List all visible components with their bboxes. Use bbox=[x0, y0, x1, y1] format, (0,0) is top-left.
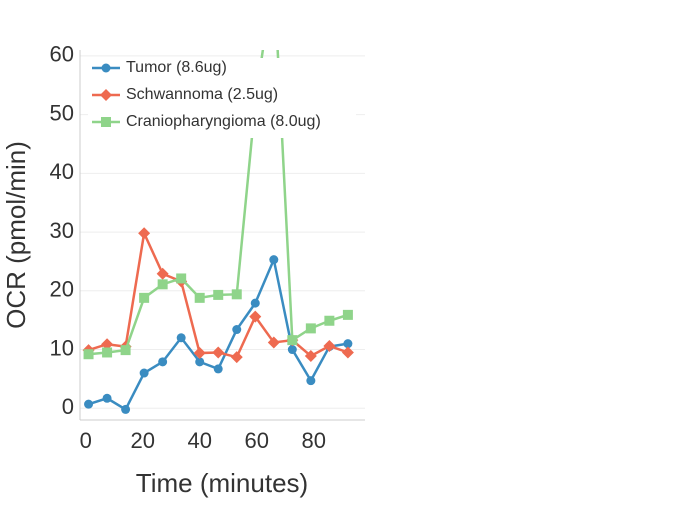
marker bbox=[101, 117, 111, 127]
marker bbox=[213, 289, 224, 300]
marker bbox=[250, 298, 260, 308]
marker bbox=[139, 292, 150, 303]
y-tick-label: 50 bbox=[50, 100, 74, 125]
marker bbox=[102, 347, 113, 358]
x-tick-label: 20 bbox=[130, 428, 154, 453]
y-tick-label: 0 bbox=[62, 394, 74, 419]
marker bbox=[176, 333, 186, 343]
marker bbox=[269, 255, 279, 265]
marker bbox=[212, 346, 225, 359]
marker bbox=[157, 279, 168, 290]
y-tick-label: 30 bbox=[50, 218, 74, 243]
marker bbox=[193, 347, 206, 360]
marker bbox=[287, 345, 297, 355]
x-tick-label: 40 bbox=[187, 428, 211, 453]
marker bbox=[100, 89, 112, 101]
series-line bbox=[88, 50, 349, 356]
marker bbox=[306, 376, 316, 386]
marker bbox=[343, 339, 353, 349]
x-tick-label: 0 bbox=[80, 428, 92, 453]
marker bbox=[267, 336, 280, 349]
marker bbox=[213, 364, 223, 374]
marker bbox=[324, 315, 335, 326]
marker bbox=[102, 393, 112, 403]
marker bbox=[341, 346, 354, 359]
x-axis-title: Time (minutes) bbox=[136, 468, 308, 498]
marker bbox=[101, 63, 111, 73]
y-tick-label: 20 bbox=[50, 277, 74, 302]
marker bbox=[231, 289, 242, 300]
marker bbox=[101, 338, 114, 351]
marker bbox=[156, 267, 169, 280]
marker bbox=[287, 335, 298, 346]
marker bbox=[120, 345, 131, 356]
legend-label: Tumor (8.6ug) bbox=[126, 59, 227, 76]
marker bbox=[138, 227, 151, 240]
y-tick-label: 40 bbox=[50, 159, 74, 184]
marker bbox=[305, 323, 316, 334]
marker bbox=[195, 357, 205, 367]
legend-label: Craniopharyngioma (8.0ug) bbox=[126, 113, 321, 130]
marker bbox=[249, 310, 262, 323]
marker bbox=[83, 349, 94, 360]
legend-label: Schwannoma (2.5ug) bbox=[126, 86, 278, 103]
legend-box bbox=[88, 58, 356, 138]
marker bbox=[84, 399, 94, 409]
marker bbox=[304, 349, 317, 362]
plot-area bbox=[82, 50, 354, 414]
marker bbox=[194, 292, 205, 303]
x-tick-label: 80 bbox=[301, 428, 325, 453]
marker bbox=[323, 340, 336, 352]
y-axis-title: OCR (pmol/min) bbox=[1, 141, 31, 329]
x-tick-label: 60 bbox=[244, 428, 268, 453]
marker bbox=[232, 325, 242, 335]
y-tick-label: 10 bbox=[50, 335, 74, 360]
marker bbox=[342, 309, 353, 320]
y-tick-label: 60 bbox=[50, 42, 74, 67]
marker bbox=[121, 404, 131, 414]
marker bbox=[158, 357, 168, 367]
marker bbox=[230, 351, 243, 364]
marker bbox=[139, 368, 149, 378]
marker bbox=[176, 273, 187, 284]
